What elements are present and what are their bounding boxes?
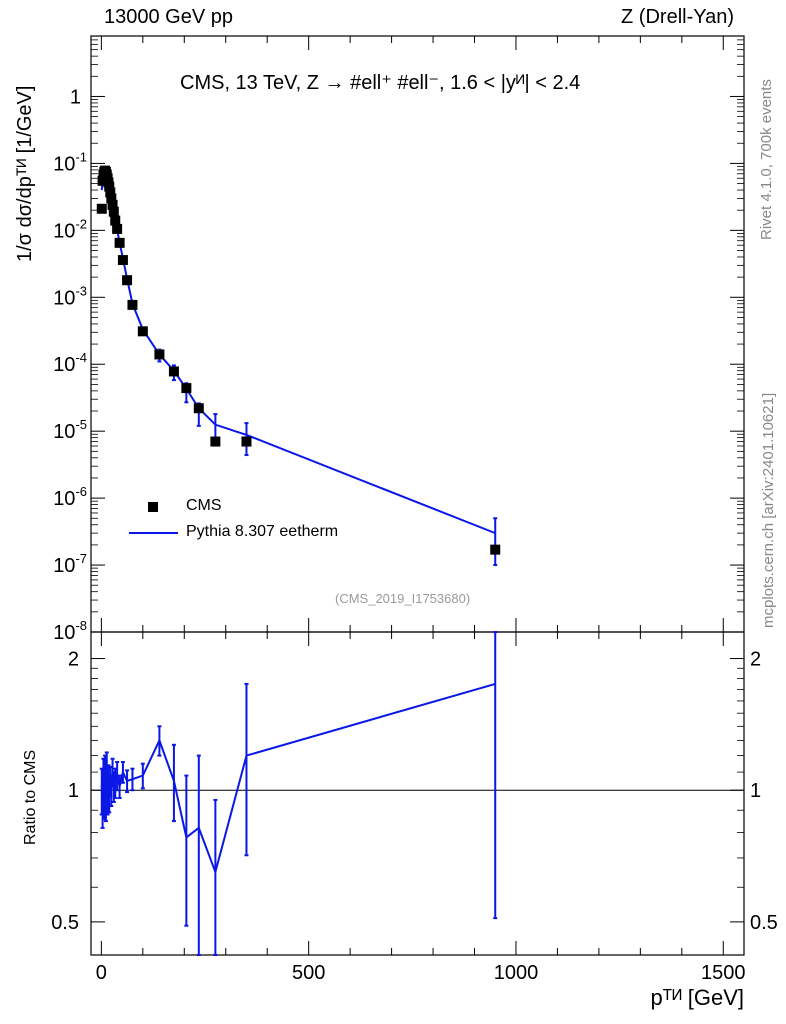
cms-data-point bbox=[114, 237, 125, 248]
x-axis-label: pᵀᴻ [GeV] bbox=[650, 985, 744, 1010]
main-y-tick-label: 1 bbox=[70, 86, 81, 108]
cms-data-point bbox=[117, 255, 128, 266]
cms-data-point bbox=[107, 199, 118, 210]
cms-data-point bbox=[154, 349, 165, 360]
main-y-tick-label: 10-2 bbox=[53, 216, 87, 242]
cms-data-point bbox=[168, 366, 179, 377]
ratio-y-tick-label-left: 1 bbox=[68, 780, 79, 802]
ratio-line bbox=[100, 682, 496, 876]
ratio-y-tick-label-left: 2 bbox=[68, 649, 79, 671]
cms-data-point bbox=[241, 436, 252, 447]
ratio-y-tick-label-left: 0.5 bbox=[51, 912, 79, 934]
x-tick-label: 0 bbox=[96, 962, 107, 984]
cms-data-point bbox=[193, 403, 204, 414]
cms-data-point bbox=[490, 544, 501, 555]
reference-analysis-label: (CMS_2019_I1753680) bbox=[335, 591, 471, 606]
ratio-y-tick-label-right: 1 bbox=[750, 780, 761, 802]
header-right-label: Z (Drell-Yan) bbox=[621, 6, 734, 28]
data-series bbox=[96, 165, 501, 555]
legend-marker-cms bbox=[148, 502, 158, 512]
ratio-plot-frame bbox=[90, 631, 745, 956]
main-y-tick-label: 10-1 bbox=[53, 149, 87, 175]
main-y-tick-label: 10-8 bbox=[53, 618, 87, 644]
cms-data-point bbox=[104, 181, 115, 192]
axis-tick-labels: 10-8 10-7 10-6 10-5 10-4 10-3 10-2 10-1 1 0 500 100… bbox=[51, 86, 778, 984]
cms-data-point bbox=[108, 206, 119, 217]
legend-entry-pythia: Pythia 8.307 eetherm bbox=[186, 523, 339, 540]
main-y-tick-label: 10-5 bbox=[53, 417, 87, 443]
main-y-tick-label: 10-4 bbox=[53, 350, 87, 376]
mcplots-source-label: mcplots.cern.ch [arXiv:2401.10621] bbox=[760, 392, 777, 628]
main-plot-frame bbox=[90, 35, 745, 633]
ratio-series bbox=[91, 631, 744, 956]
cms-data-point bbox=[127, 299, 138, 310]
ratio-y-tick-label-right: 0.5 bbox=[750, 912, 778, 934]
legend-markers bbox=[129, 502, 178, 534]
x-tick-label: 1500 bbox=[701, 962, 746, 984]
cms-data-point bbox=[112, 223, 123, 234]
ratio-plot-border bbox=[90, 631, 745, 956]
ratio-y-axis-label: Ratio to CMS bbox=[22, 749, 39, 845]
main-y-tick-label: 10-3 bbox=[53, 283, 87, 309]
cms-data-point bbox=[122, 275, 133, 286]
axis-ticks bbox=[91, 35, 744, 955]
cms-data-point bbox=[106, 193, 117, 204]
cms-data-point bbox=[96, 203, 107, 214]
cms-data-point bbox=[105, 187, 116, 198]
header-left-label: 13000 GeV pp bbox=[104, 6, 233, 28]
ratio-y-tick-label-right: 2 bbox=[750, 649, 761, 671]
main-y-axis-label: 1/σ dσ/dpᵀᴻ [1/GeV] bbox=[14, 85, 36, 262]
cms-data-point bbox=[181, 383, 192, 394]
x-tick-label: 1000 bbox=[494, 962, 539, 984]
legend-entry-cms: CMS bbox=[186, 497, 222, 514]
main-plot-border bbox=[90, 35, 745, 633]
rivet-version-label: Rivet 4.1.0, 700k events bbox=[758, 79, 775, 240]
chart-title: CMS, 13 TeV, Z → #ell⁺ #ell⁻, 1.6 < |yᴻ|… bbox=[180, 72, 581, 94]
main-y-tick-label: 10-7 bbox=[53, 551, 87, 577]
x-tick-label: 500 bbox=[292, 962, 325, 984]
cms-data-point bbox=[110, 215, 121, 226]
main-y-tick-label: 10-6 bbox=[53, 484, 87, 510]
mc-series bbox=[100, 171, 498, 567]
cms-data-point bbox=[137, 326, 148, 337]
cms-data-point bbox=[210, 436, 221, 447]
